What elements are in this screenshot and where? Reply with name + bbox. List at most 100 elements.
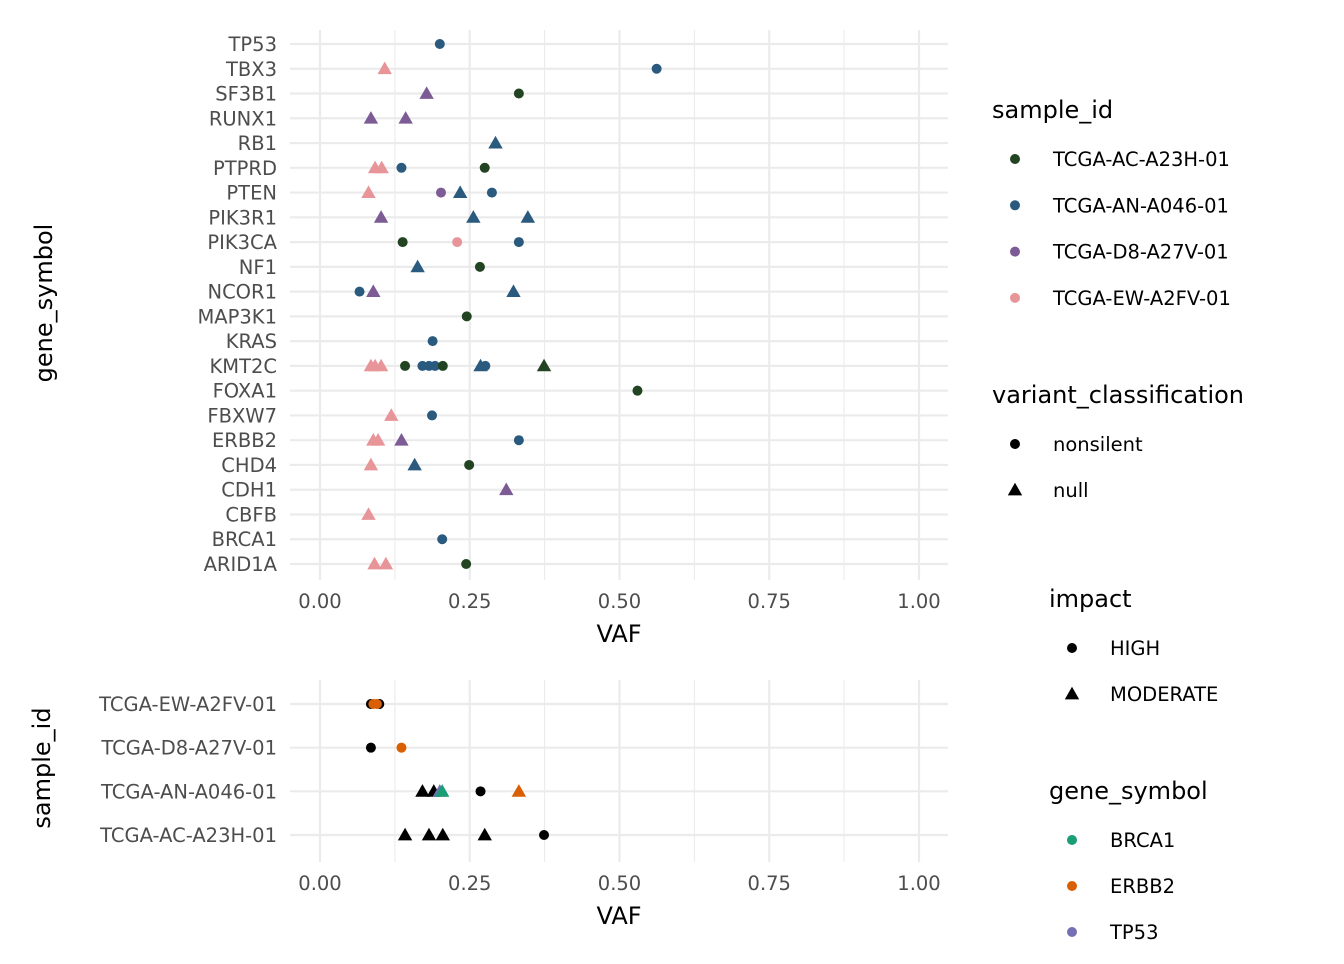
- legend-gene-symbol: gene_symbol BRCA1 ERBB2 TP53: [1049, 777, 1208, 944]
- y-tick-label: SF3B1: [215, 83, 277, 106]
- data-point: [396, 742, 407, 753]
- legend-variant-classification-title: variant_classification: [992, 381, 1244, 409]
- data-point: [367, 556, 382, 570]
- data-point: [384, 408, 399, 421]
- data-point: [461, 311, 472, 322]
- legend-gene-symbol-title: gene_symbol: [1049, 777, 1208, 805]
- data-point: [474, 261, 485, 272]
- bottom-y-axis-title: sample_id: [28, 707, 56, 828]
- x-tick-label: 1.00: [897, 872, 940, 895]
- data-point: [410, 259, 425, 273]
- top-y-tick-labels: ARID1ABRCA1CBFBCDH1CHD4ERBB2FBXW7FOXA1KM…: [197, 33, 277, 576]
- data-point: [373, 210, 389, 223]
- y-tick-label: CHD4: [221, 454, 277, 477]
- legend-impact-title: impact: [1049, 585, 1132, 613]
- data-point: [486, 187, 497, 198]
- data-point: [371, 699, 382, 709]
- legend-label: nonsilent: [1053, 433, 1143, 456]
- y-tick-label: KRAS: [226, 330, 277, 353]
- data-point: [427, 336, 438, 347]
- data-point: [397, 827, 413, 841]
- legend-label: TCGA-D8-A27V-01: [1052, 241, 1229, 264]
- y-tick-label: PIK3R1: [208, 206, 277, 229]
- data-point: [377, 61, 392, 75]
- x-tick-label: 0.25: [448, 872, 491, 895]
- data-point: [361, 185, 376, 198]
- data-point: [632, 385, 643, 396]
- legends: sample_id TCGA-AC-A23H-01 TCGA-AN-A046-01…: [992, 96, 1244, 944]
- bottom-x-axis-title: VAF: [596, 902, 641, 930]
- legend-key: [1064, 686, 1080, 700]
- bottom-panel: TCGA-AC-A23H-01 TCGA-AN-A046-01 TCGA-D8-A2…: [28, 680, 948, 930]
- data-point: [366, 284, 381, 298]
- data-point: [479, 162, 490, 173]
- legend-key: [1010, 292, 1020, 303]
- y-tick-label: TBX3: [225, 58, 277, 81]
- x-tick-label: 0.75: [748, 872, 791, 895]
- legend-item: TP53: [1067, 921, 1158, 944]
- data-point: [434, 39, 445, 49]
- y-tick-label: KMT2C: [209, 355, 277, 378]
- data-point: [373, 358, 389, 372]
- y-tick-label: NF1: [239, 256, 277, 279]
- top-x-tick-labels: 0.00 0.25 0.50 0.75 1.00: [298, 590, 940, 613]
- data-point: [651, 63, 662, 74]
- legend-key: [1010, 246, 1020, 257]
- data-point: [513, 237, 524, 248]
- x-tick-label: 0.75: [748, 590, 791, 613]
- data-point: [430, 360, 441, 371]
- bottom-x-tick-labels: 0.00 0.25 0.50 0.75 1.00: [298, 872, 940, 895]
- data-point: [466, 210, 481, 223]
- data-point: [536, 358, 552, 372]
- legend-item: TCGA-AC-A23H-01: [1010, 148, 1230, 171]
- y-tick-label: CBFB: [225, 503, 277, 526]
- legend-variant-classification: variant_classification nonsilent null: [992, 381, 1244, 502]
- legend-key: [1067, 927, 1077, 937]
- y-tick-label: PIK3CA: [207, 231, 277, 254]
- data-point: [396, 162, 407, 173]
- data-point: [513, 435, 524, 446]
- y-tick-label: RB1: [238, 132, 277, 155]
- data-point: [354, 286, 365, 297]
- y-tick-label: FOXA1: [213, 380, 277, 403]
- data-point: [435, 827, 450, 841]
- legend-item: BRCA1: [1067, 829, 1175, 852]
- y-tick-label: NCOR1: [207, 281, 277, 304]
- data-point: [477, 827, 492, 841]
- legend-item: TCGA-AN-A046-01: [1010, 194, 1229, 217]
- data-point: [488, 135, 503, 149]
- legend-item: null: [1007, 479, 1089, 502]
- legend-label: BRCA1: [1110, 829, 1175, 852]
- legend-item: MODERATE: [1064, 683, 1218, 706]
- legend-label: null: [1053, 479, 1089, 502]
- top-gridlines: [290, 30, 948, 580]
- legend-label: MODERATE: [1110, 683, 1218, 706]
- legend-label: ERBB2: [1110, 875, 1175, 898]
- legend-key: [1007, 482, 1023, 496]
- y-tick-label: PTEN: [226, 182, 277, 205]
- data-point: [513, 88, 524, 99]
- data-point: [480, 360, 491, 371]
- y-tick-label: TCGA-D8-A27V-01: [100, 737, 277, 760]
- bottom-gridlines: [290, 680, 948, 862]
- data-point: [394, 432, 409, 446]
- y-tick-label: MAP3K1: [197, 305, 277, 328]
- y-tick-label: ARID1A: [204, 553, 278, 576]
- x-tick-label: 0.00: [298, 872, 341, 895]
- y-tick-label: RUNX1: [209, 107, 277, 130]
- data-point: [419, 86, 434, 99]
- top-panel: ARID1ABRCA1CBFBCDH1CHD4ERBB2FBXW7FOXA1KM…: [30, 30, 948, 648]
- legend-label: TCGA-EW-A2FV-01: [1052, 287, 1231, 310]
- y-tick-label: PTPRD: [213, 157, 277, 180]
- legend-key: [1067, 881, 1077, 891]
- data-point: [415, 784, 430, 797]
- data-point: [464, 459, 475, 470]
- legend-item: HIGH: [1067, 637, 1160, 660]
- legend-item: TCGA-EW-A2FV-01: [1010, 287, 1231, 310]
- x-tick-label: 0.00: [298, 590, 341, 613]
- data-point: [434, 784, 450, 797]
- y-tick-label: TCGA-AN-A046-01: [100, 780, 277, 803]
- data-point: [435, 187, 446, 198]
